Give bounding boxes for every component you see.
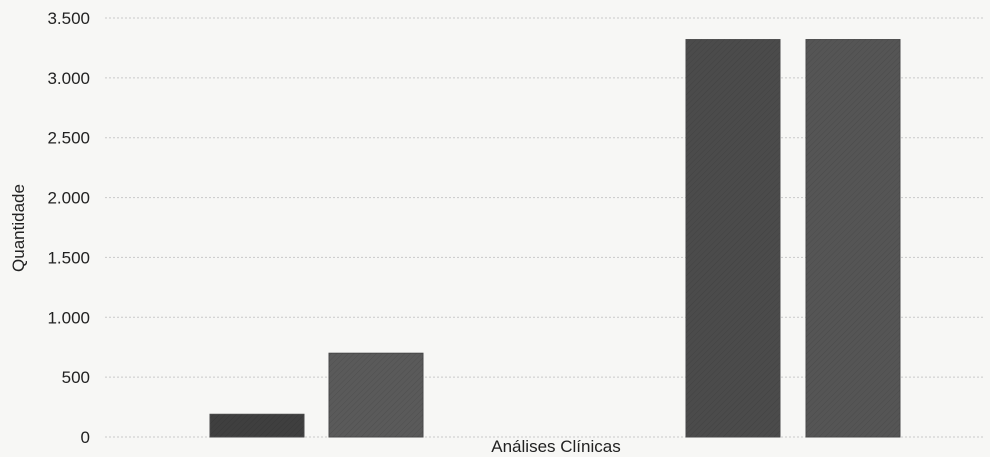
bar-texture: [210, 414, 304, 437]
y-tick-label: 1.500: [47, 248, 90, 267]
bar-texture: [686, 39, 780, 437]
y-axis-ticks: 0 500 1.000 1.500 2.000 2.500 3.000 3.500: [47, 9, 90, 447]
y-tick-label: 3.000: [47, 69, 90, 88]
y-tick-label: 3.500: [47, 9, 90, 28]
y-tick-label: 1.000: [47, 308, 90, 327]
y-axis-title: Quantidade: [9, 184, 28, 272]
y-tick-label: 2.500: [47, 129, 90, 148]
x-axis-category-label: Análises Clínicas: [491, 437, 620, 456]
y-tick-label: 500: [62, 368, 90, 387]
y-tick-label: 0: [81, 428, 90, 447]
bars: [209, 39, 901, 438]
bar-texture: [329, 353, 423, 437]
bar-texture: [806, 39, 900, 437]
y-tick-label: 2.000: [47, 189, 90, 208]
